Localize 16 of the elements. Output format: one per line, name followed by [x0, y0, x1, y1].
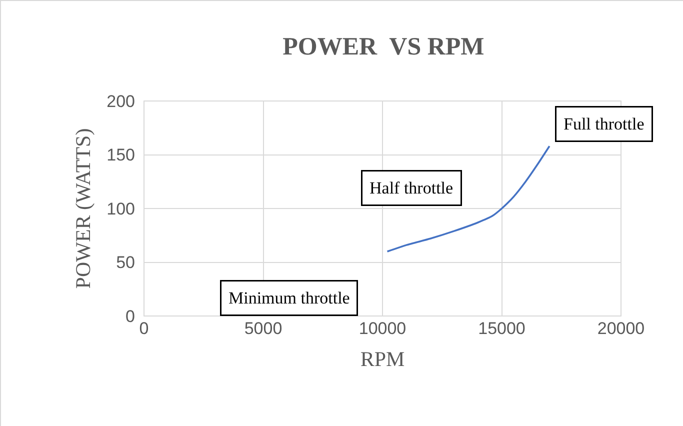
y-axis-title: POWER (WATTS) — [70, 128, 95, 289]
y-tick-label: 150 — [106, 146, 135, 165]
x-tick-label: 10000 — [358, 319, 406, 338]
y-tick-label: 50 — [116, 253, 135, 272]
annotation: Minimum throttle — [228, 288, 350, 308]
x-axis-title: RPM — [360, 347, 406, 372]
x-tick-label: 15000 — [478, 319, 526, 338]
y-tick-label: 200 — [106, 92, 135, 111]
annotation: Half throttle — [370, 178, 454, 198]
chart-title: POWER VS RPM — [282, 34, 484, 61]
x-tick-label: 0 — [139, 319, 149, 338]
y-tick-label: 100 — [106, 199, 135, 218]
x-tick-label: 20000 — [597, 319, 645, 338]
annotation: Full throttle — [564, 114, 644, 134]
x-tick-label: 5000 — [244, 319, 282, 338]
y-tick-label: 0 — [126, 306, 135, 326]
